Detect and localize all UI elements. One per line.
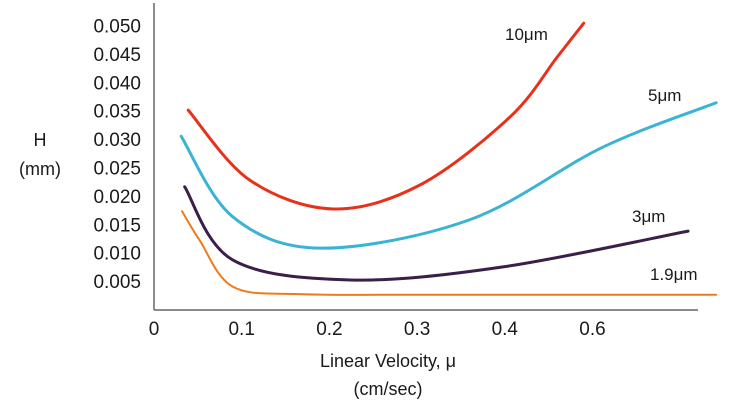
y-tick-label: 0.010 xyxy=(93,244,141,265)
y-axis-label-line2: (mm) xyxy=(19,159,61,179)
x-axis-label-line1: Linear Velocity, μ xyxy=(320,351,456,371)
x-tick-label: 0.4 xyxy=(492,319,519,340)
series-label-1-9um: 1.9μm xyxy=(650,265,698,284)
y-tick-label: 0.050 xyxy=(93,17,141,38)
series-label-5um: 5μm xyxy=(648,86,681,105)
y-tick-label: 0.025 xyxy=(93,159,141,180)
y-axis-label-line1: H xyxy=(34,130,47,150)
x-tick-label: 0.3 xyxy=(404,319,430,340)
series-line-5-m xyxy=(179,101,718,250)
x-tick-label: 0.6 xyxy=(579,319,605,340)
axes xyxy=(153,3,698,311)
x-tick-label: 0.2 xyxy=(316,319,342,340)
series-lines xyxy=(179,21,718,296)
series-line-1-9-m xyxy=(181,210,718,296)
y-tick-label: 0.005 xyxy=(93,272,141,293)
series-label-3um: 3μm xyxy=(632,207,665,226)
series-line-10-m xyxy=(186,21,586,211)
x-tick-labels: 0 0.1 0.2 0.3 0.4 0.6 xyxy=(149,319,606,340)
y-tick-label: 0.020 xyxy=(93,187,141,208)
series-line-3-m xyxy=(183,185,690,282)
x-axis-label-line2: (cm/sec) xyxy=(354,379,423,399)
y-tick-labels: 0.005 0.010 0.015 0.020 0.025 0.030 0.035 0.040… xyxy=(93,17,141,294)
x-tick-label: 0.1 xyxy=(228,319,254,340)
y-tick-label: 0.015 xyxy=(93,215,141,236)
y-tick-label: 0.045 xyxy=(93,45,141,66)
series-label-10um: 10μm xyxy=(505,25,548,44)
series-labels: 10μm 5μm 3μm 1.9μm xyxy=(505,25,698,284)
y-tick-label: 0.040 xyxy=(93,73,141,94)
y-tick-label: 0.030 xyxy=(93,130,141,151)
x-tick-label: 0 xyxy=(149,319,160,340)
y-tick-label: 0.035 xyxy=(93,102,141,123)
